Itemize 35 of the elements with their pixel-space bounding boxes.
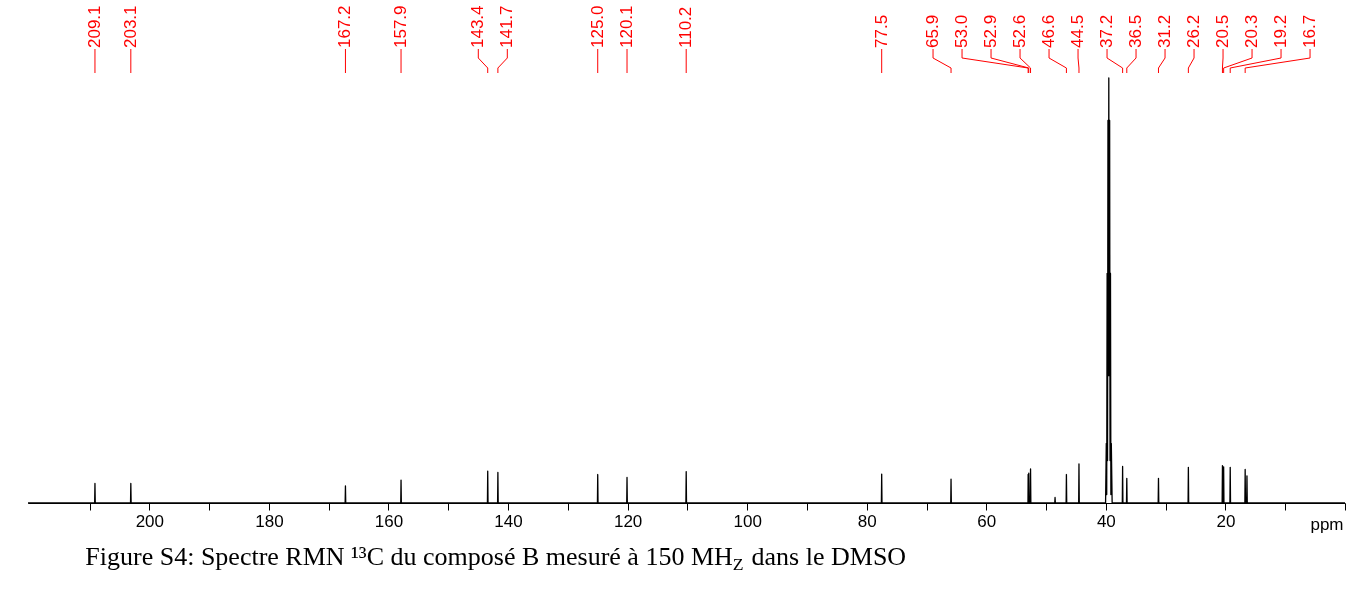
x-axis-title: ppm [1310, 514, 1344, 534]
annotation: 31.2 [1155, 14, 1175, 48]
annotation: 125.0 [587, 5, 607, 48]
x-tick-label: 180 [255, 511, 284, 531]
annotation: 44.5 [1068, 14, 1088, 48]
x-tick-label: 160 [374, 511, 404, 531]
annotation: 53.0 [952, 14, 972, 48]
annotation: 203.1 [120, 5, 140, 48]
x-tick-label: 20 [1216, 511, 1236, 531]
annotation: 77.5 [871, 14, 891, 48]
annotation: 16.7 [1300, 14, 1320, 48]
annotation: 46.6 [1039, 14, 1059, 48]
annotation: 20.3 [1242, 14, 1262, 48]
x-tick-label: 40 [1096, 511, 1116, 531]
annotation: 157.9 [391, 5, 411, 48]
annotation: 37.2 [1097, 14, 1117, 48]
annotation: 143.4 [468, 5, 488, 48]
x-tick-label: 100 [733, 511, 762, 531]
annotation: 120.1 [617, 5, 637, 48]
annotation: 65.9 [923, 14, 943, 48]
annotation: 167.2 [335, 5, 355, 48]
annotation: 52.6 [1010, 14, 1030, 48]
annotation: 20.5 [1213, 14, 1233, 48]
x-tick-label: 140 [494, 511, 523, 531]
x-tick-label: 200 [135, 511, 165, 531]
annotation: 141.7 [497, 5, 517, 48]
x-tick-label: 60 [977, 511, 997, 531]
annotation: 19.2 [1271, 14, 1291, 48]
annotation: 209.1 [84, 5, 104, 48]
annotation: 36.5 [1126, 14, 1146, 48]
x-tick-label: 80 [857, 511, 877, 531]
annotation: 26.2 [1184, 14, 1204, 48]
x-tick-label: 120 [613, 511, 643, 531]
annotation: 52.9 [981, 14, 1001, 48]
annotation: 110.2 [676, 6, 696, 48]
